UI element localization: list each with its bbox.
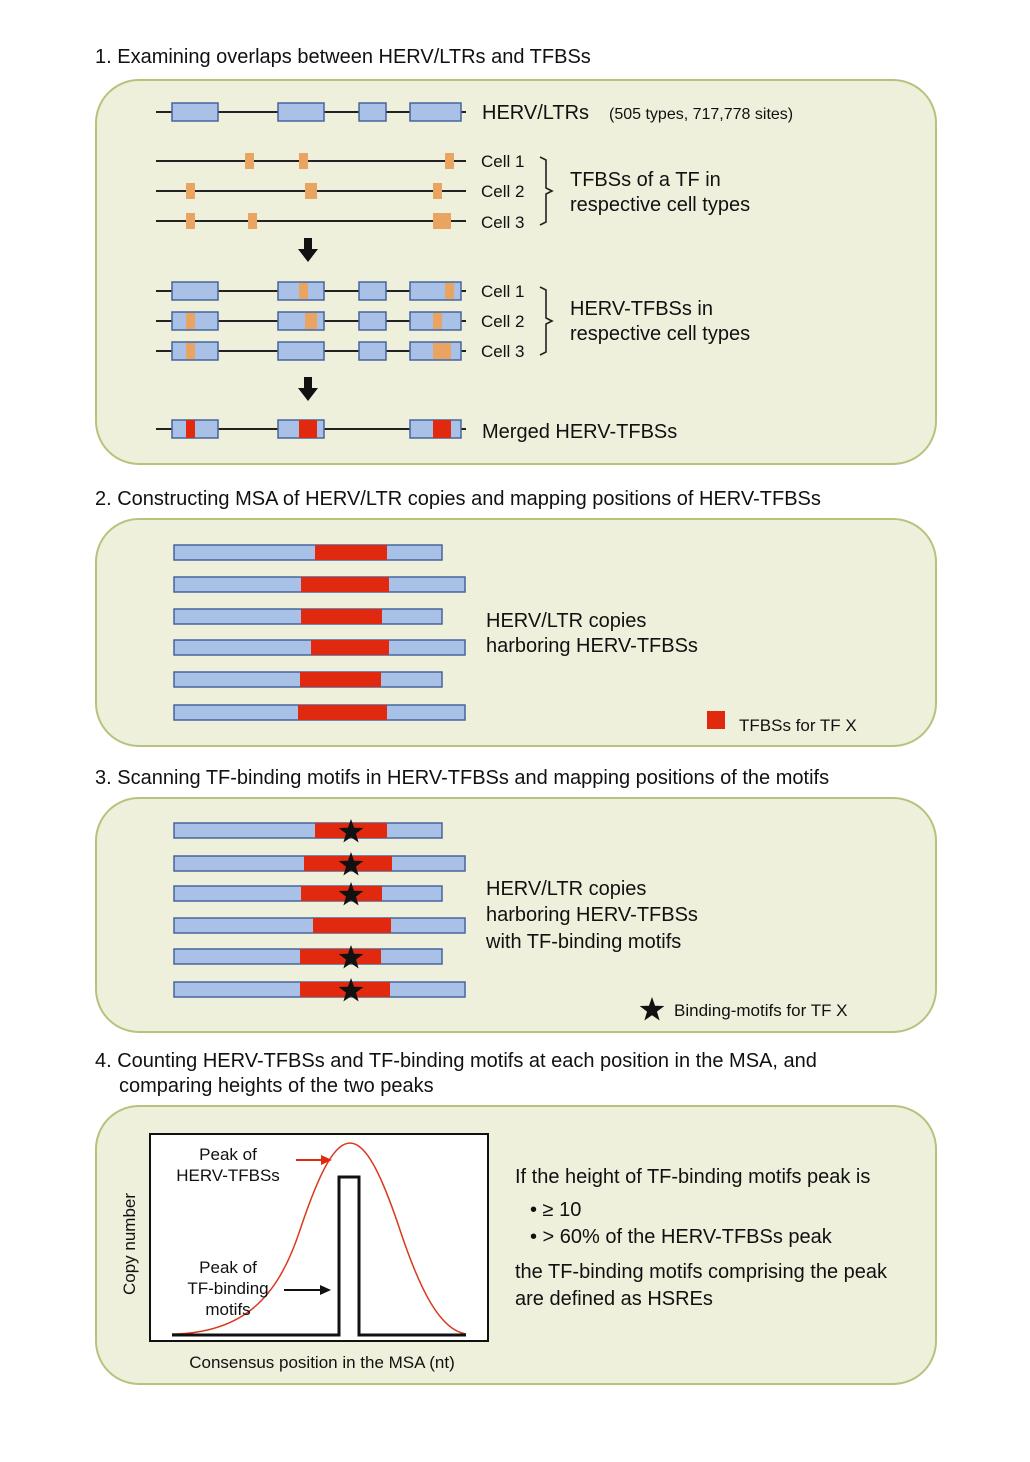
step2-label-line1: HERV/LTR copies (486, 610, 646, 632)
tfbs-mark (186, 213, 195, 229)
step1-tfbs-marks (186, 153, 454, 229)
herv-label: HERV/LTRs (482, 102, 589, 124)
herv-tfbs-bracket (539, 286, 554, 356)
x-axis-label: Consensus position in the MSA (nt) (189, 1353, 455, 1372)
motif-peak-line (172, 1175, 466, 1337)
herv-tfbs-label-line1: HERV-TFBSs in (570, 298, 713, 320)
herv-box (171, 102, 219, 122)
herv-box (409, 102, 462, 122)
tfbs-legend-swatch (707, 711, 725, 729)
rule-bullet-2: • > 60% of the HERV-TFBSs peak (530, 1226, 833, 1248)
merged-tfbs-marks (186, 420, 451, 438)
step3-label-line3: with TF-binding motifs (485, 931, 681, 953)
peak-tfbs-arrow-icon (296, 1155, 332, 1165)
rule-end-line1: the TF-binding motifs comprising the pea… (515, 1261, 888, 1283)
step1-herv-boxes (171, 102, 462, 122)
tfbs-mark (433, 213, 451, 229)
herv-box (277, 102, 325, 122)
motif-legend-label: Binding-motifs for TF X (674, 1001, 848, 1020)
msa-copy (173, 822, 443, 839)
step3-label-line1: HERV/LTR copies (486, 878, 646, 900)
tfbs-mark (186, 183, 195, 199)
step3-motif-stars (338, 819, 364, 1002)
tfbs-mark (299, 153, 308, 169)
tfbs-mark (433, 183, 442, 199)
step2-tfbs-regions (298, 545, 389, 720)
herv-tfbs-label-line2: respective cell types (570, 323, 750, 345)
step4-title-line1: 4. Counting HERV-TFBSs and TF-binding mo… (95, 1050, 817, 1072)
cell1-label: Cell 1 (481, 152, 524, 171)
peak-tfbs-label-line1: Peak of (199, 1145, 257, 1164)
tfbs-peak-curve (171, 1142, 467, 1335)
tfbs-bracket (539, 156, 554, 226)
cell3-label: Cell 3 (481, 342, 524, 361)
tfbs-mark (248, 213, 257, 229)
star-icon (639, 997, 665, 1021)
cell3-label: Cell 3 (481, 213, 524, 232)
tfbs-mark (245, 153, 254, 169)
tfbs-label-line1: TFBSs of a TF in (570, 169, 721, 191)
cell2-label: Cell 2 (481, 182, 524, 201)
step2-msa-copies (173, 544, 466, 721)
tfbs-label-line2: respective cell types (570, 194, 750, 216)
rule-bullet-1: • ≥ 10 (530, 1199, 581, 1221)
rule-end-line2: are defined as HSREs (515, 1288, 713, 1310)
down-arrow-icon (298, 238, 318, 262)
peak-tfbs-label-line2: HERV-TFBSs (176, 1166, 280, 1185)
step4-title-line2: comparing heights of the two peaks (119, 1075, 434, 1097)
merged-label: Merged HERV-TFBSs (482, 421, 677, 443)
msa-copy (173, 544, 443, 561)
herv-box (358, 102, 387, 122)
tfbs-legend-label: TFBSs for TF X (739, 716, 857, 735)
down-arrow-icon (298, 377, 318, 401)
y-axis-label: Copy number (120, 1193, 139, 1295)
step1-title: 1. Examining overlaps between HERV/LTRs … (95, 46, 591, 68)
step3-title: 3. Scanning TF-binding motifs in HERV-TF… (95, 767, 830, 789)
cell2-label: Cell 2 (481, 312, 524, 331)
peak-motif-label-line2: TF-binding (187, 1279, 268, 1298)
rule-intro: If the height of TF-binding motifs peak … (515, 1166, 870, 1188)
peak-plot-frame (149, 1133, 489, 1342)
step3-msa-copies (173, 822, 466, 998)
step3-tfbs-regions (300, 823, 392, 997)
tfbs-mark (445, 153, 454, 169)
step3-label-line2: harboring HERV-TFBSs (486, 904, 698, 926)
herv-detail: (505 types, 717,778 sites) (609, 106, 793, 123)
peak-motif-arrow-icon (284, 1285, 331, 1295)
tfbs-mark (305, 183, 317, 199)
step1-herv-tfbs-marks (186, 283, 454, 359)
peak-motif-label-line3: motifs (205, 1300, 250, 1319)
peak-motif-label-line1: Peak of (199, 1258, 257, 1277)
step2-label-line2: harboring HERV-TFBSs (486, 635, 698, 657)
step1-panel (95, 79, 937, 465)
step2-title: 2. Constructing MSA of HERV/LTR copies a… (95, 488, 821, 510)
cell1-label: Cell 1 (481, 282, 524, 301)
